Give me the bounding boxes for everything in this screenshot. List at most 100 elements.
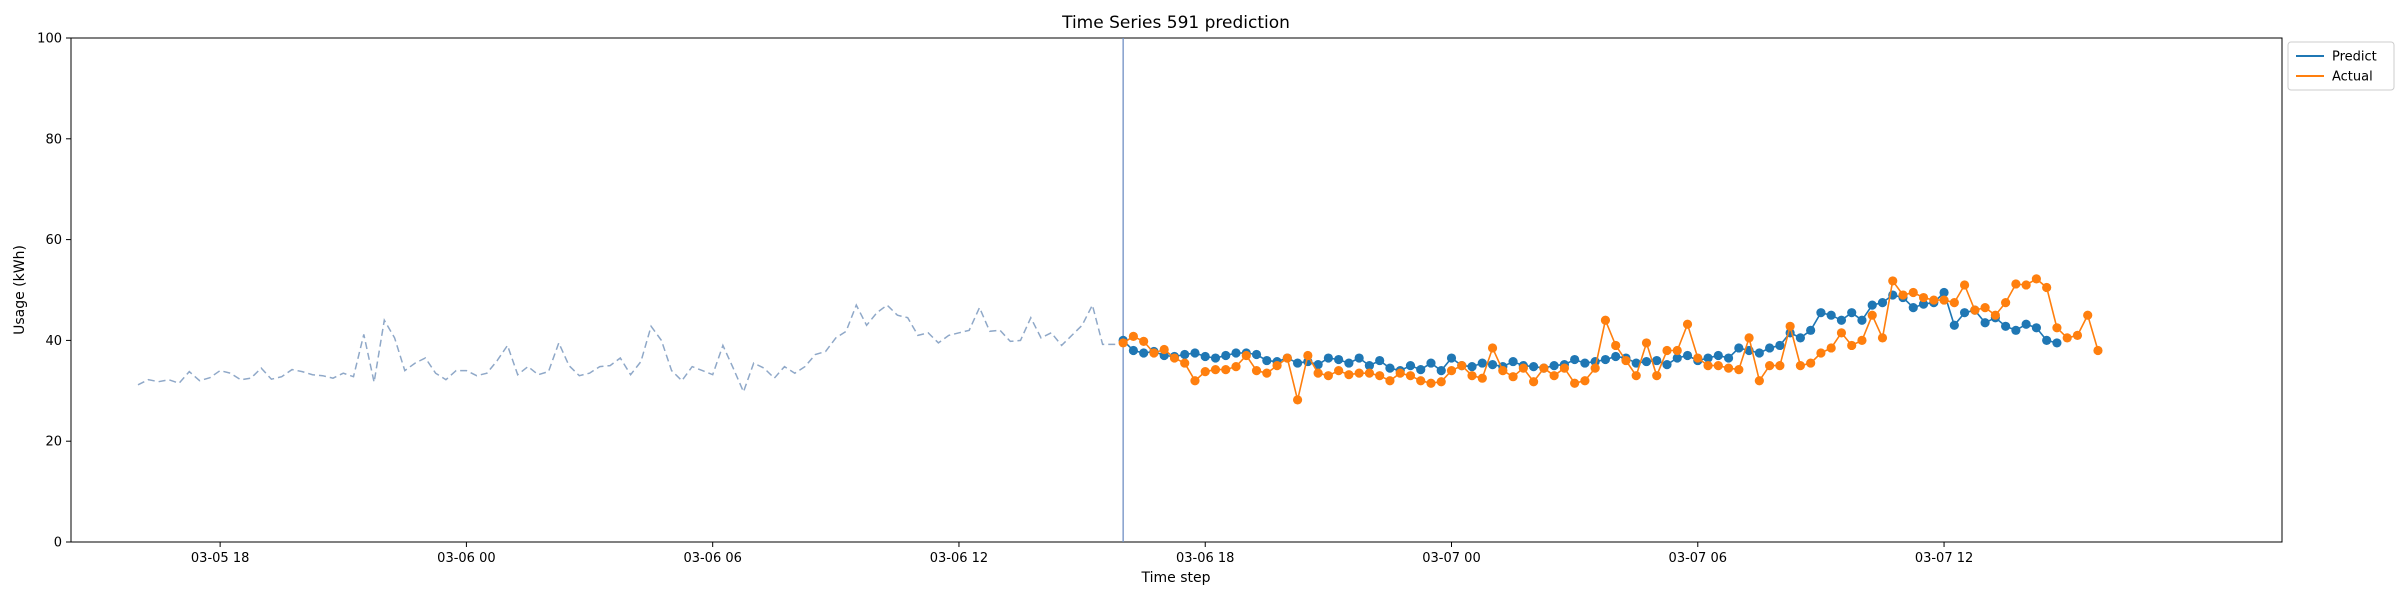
data-point xyxy=(1816,348,1826,358)
data-point xyxy=(2052,323,2062,333)
data-point xyxy=(1908,287,1918,298)
data-point xyxy=(1723,363,1734,373)
data-point xyxy=(1672,345,1682,356)
y-tick-label: 20 xyxy=(45,435,62,450)
data-point xyxy=(1231,348,1241,358)
data-point xyxy=(1334,354,1344,365)
data-point xyxy=(1939,287,1949,298)
data-point xyxy=(1621,355,1631,366)
x-tick-label: 03-05 18 xyxy=(191,551,249,566)
data-point xyxy=(1395,368,1405,378)
data-point xyxy=(1282,353,1292,363)
data-point xyxy=(1703,353,1713,363)
data-point xyxy=(1508,356,1518,367)
data-point xyxy=(1323,371,1333,381)
data-point xyxy=(1600,354,1611,365)
data-point xyxy=(1631,371,1641,381)
data-point xyxy=(1641,356,1652,367)
series-history xyxy=(137,302,1124,394)
data-point xyxy=(1128,331,1139,341)
data-point xyxy=(1857,315,1867,325)
data-point xyxy=(1436,366,1446,376)
data-point xyxy=(1518,363,1528,373)
data-point xyxy=(1590,363,1600,373)
data-point xyxy=(1313,359,1323,370)
data-point xyxy=(1662,345,1672,356)
y-axis: 0 20 40 60 80 100 xyxy=(37,32,71,551)
data-point xyxy=(1580,376,1590,386)
data-point xyxy=(1272,361,1282,371)
data-point xyxy=(1262,368,1272,378)
data-point xyxy=(1364,361,1375,371)
data-point xyxy=(1251,366,1262,376)
data-point xyxy=(1385,376,1395,386)
data-point xyxy=(1836,315,1847,325)
series-actual xyxy=(1118,274,2103,405)
data-point xyxy=(1908,303,1918,313)
data-point xyxy=(1549,361,1559,371)
data-point xyxy=(1641,338,1652,348)
data-point xyxy=(1744,333,1754,343)
data-point xyxy=(2031,323,2042,333)
data-point xyxy=(1221,365,1231,375)
x-tick-label: 03-06 18 xyxy=(1176,551,1234,566)
data-point xyxy=(1898,290,1908,300)
data-point xyxy=(2062,333,2072,343)
data-point xyxy=(1436,377,1446,387)
data-point xyxy=(1713,361,1723,371)
data-point xyxy=(1980,318,1990,328)
data-point xyxy=(1867,310,1877,320)
data-point xyxy=(1292,395,1303,405)
data-point xyxy=(1611,340,1621,351)
data-point xyxy=(1221,350,1231,361)
legend-label: Predict xyxy=(2332,50,2377,65)
legend-items: Predict Actual xyxy=(2296,50,2377,85)
data-point xyxy=(1210,353,1221,363)
data-point xyxy=(2052,338,2062,348)
data-point xyxy=(1877,333,1888,343)
data-point xyxy=(1467,362,1477,372)
y-tick-label: 0 xyxy=(54,536,62,551)
data-point xyxy=(1549,371,1559,381)
data-point xyxy=(1847,340,1857,351)
data-point xyxy=(1723,353,1734,363)
data-point xyxy=(1806,325,1816,335)
data-point xyxy=(1713,350,1723,361)
x-axis-title: Time step xyxy=(1141,570,1211,586)
data-point xyxy=(1487,359,1498,370)
data-point xyxy=(1190,348,1200,358)
data-point xyxy=(1231,362,1241,372)
y-axis-title: Usage (kWh) xyxy=(12,245,28,335)
data-point xyxy=(1734,343,1744,353)
data-point xyxy=(1939,295,1949,305)
data-point xyxy=(1128,345,1139,356)
data-point xyxy=(1477,358,1487,368)
y-tick-label: 60 xyxy=(45,233,62,248)
data-point xyxy=(1652,355,1662,366)
data-point xyxy=(1251,349,1262,360)
data-point xyxy=(1139,348,1149,358)
data-point xyxy=(2011,279,2021,289)
data-point xyxy=(1949,320,1959,330)
data-point xyxy=(1877,298,1888,308)
data-point xyxy=(1970,305,1980,315)
data-point xyxy=(1149,348,1159,358)
data-point xyxy=(1528,377,1539,387)
data-point xyxy=(2031,274,2042,284)
data-point xyxy=(1528,362,1539,372)
data-point xyxy=(1754,376,1764,386)
data-point xyxy=(2001,298,2011,308)
data-point xyxy=(1159,344,1169,355)
data-point xyxy=(1539,363,1549,373)
data-point xyxy=(1959,280,1970,290)
data-point xyxy=(1190,376,1200,386)
data-point xyxy=(1990,310,2000,320)
legend-label: Actual xyxy=(2332,70,2373,85)
data-point xyxy=(1631,358,1641,368)
data-point xyxy=(1754,348,1764,358)
data-point xyxy=(1416,365,1426,375)
data-point xyxy=(1303,350,1313,361)
data-point xyxy=(2042,282,2052,293)
data-point xyxy=(1836,328,1847,338)
